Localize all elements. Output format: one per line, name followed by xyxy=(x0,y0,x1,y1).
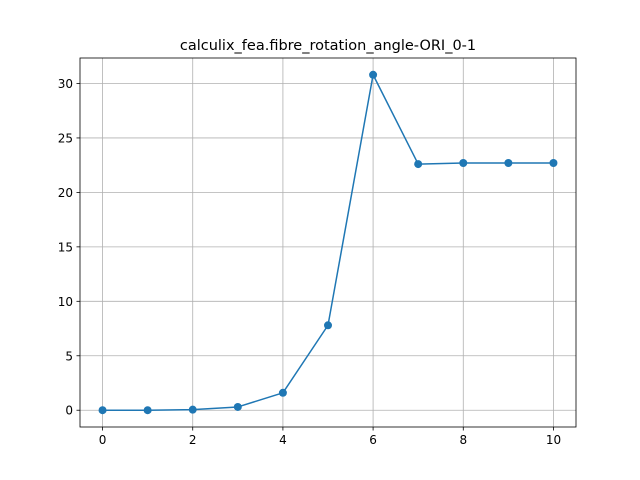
data-point xyxy=(278,388,287,397)
y-tick-label: 5 xyxy=(65,349,73,363)
y-tick-label: 30 xyxy=(58,77,73,91)
data-point xyxy=(504,158,513,167)
data-point xyxy=(549,158,558,167)
x-tick-label: 8 xyxy=(459,433,467,447)
y-tick-label: 10 xyxy=(58,295,73,309)
plot-frame xyxy=(79,57,577,428)
x-tick-label: 0 xyxy=(99,433,107,447)
data-point xyxy=(414,160,423,169)
x-tick-label: 2 xyxy=(189,433,197,447)
x-tick-label: 10 xyxy=(546,433,561,447)
data-point xyxy=(459,158,468,167)
chart-title: calculix_fea.fibre_rotation_angle-ORI_0-… xyxy=(180,38,476,54)
x-tick-label: 4 xyxy=(279,433,287,447)
x-tick-label: 6 xyxy=(369,433,377,447)
data-series xyxy=(98,70,558,415)
data-point xyxy=(143,406,152,415)
data-point xyxy=(369,70,378,79)
y-tick-label: 0 xyxy=(65,404,73,418)
data-point xyxy=(188,405,197,414)
data-point xyxy=(324,321,332,330)
y-tick-label: 15 xyxy=(58,240,73,254)
y-tick-label: 25 xyxy=(58,131,73,145)
tick-marks: 0 2 4 6 8 10 0 5 10 15 20 25 30 xyxy=(58,77,561,447)
y-tick-label: 20 xyxy=(58,186,73,200)
grid-lines xyxy=(80,58,576,427)
data-point xyxy=(233,402,242,411)
data-point xyxy=(98,406,107,415)
axes xyxy=(79,57,577,428)
